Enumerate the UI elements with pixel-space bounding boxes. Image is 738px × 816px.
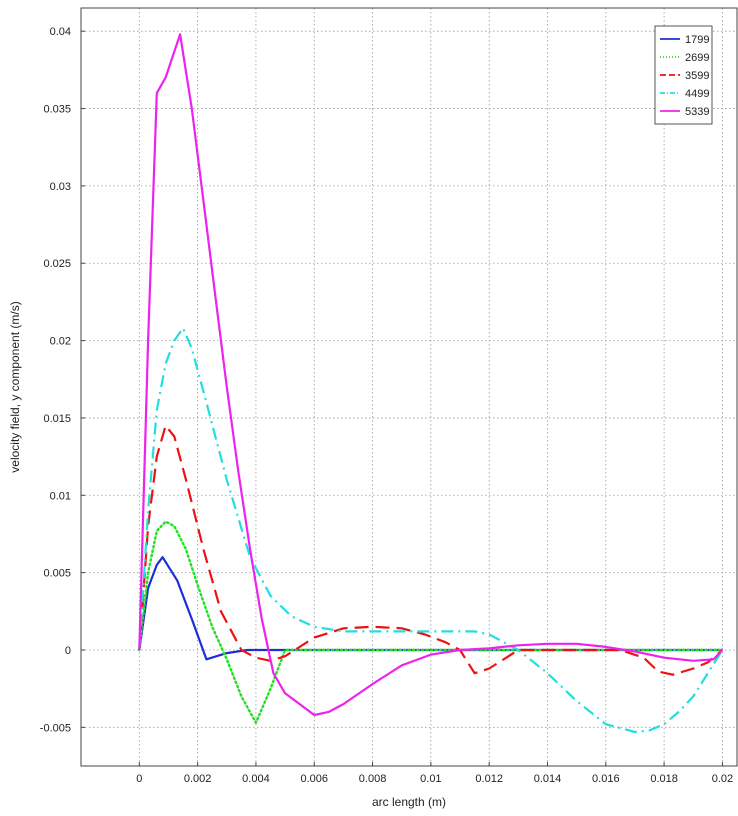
x-tick-label-5: 0.01 <box>420 773 441 785</box>
x-tick-label-0: 0 <box>136 773 142 785</box>
y-tick-label-9: 0.04 <box>50 26 71 38</box>
y-axis-ticks: -0.005 0 0.005 0.01 0.015 0.02 0.025 0.03 0.035 0… <box>40 26 85 734</box>
x-tick-label-3: 0.006 <box>300 773 328 785</box>
x-axis-ticks: 0 0.002 0.004 0.006 0.008 0.01 0.012 0.014 0.016… <box>136 762 733 785</box>
y-tick-label-7: 0.03 <box>50 181 71 193</box>
y-tick-label-2: 0.005 <box>43 568 71 580</box>
x-tick-label-4: 0.008 <box>359 773 387 785</box>
x-tick-label-6: 0.012 <box>475 773 503 785</box>
y-tick-label-1: 0 <box>65 645 71 657</box>
legend-label-4499: 4499 <box>685 88 709 100</box>
x-axis-label: arc length (m) <box>372 795 446 809</box>
legend-label-5339: 5339 <box>685 106 709 118</box>
x-tick-label-8: 0.016 <box>592 773 620 785</box>
legend: 1799 2699 3599 4499 5339 <box>654 25 713 125</box>
x-tick-label-2: 0.004 <box>242 773 270 785</box>
y-tick-label-8: 0.035 <box>43 104 71 116</box>
y-tick-label-5: 0.02 <box>50 336 71 348</box>
x-tick-label-9: 0.018 <box>650 773 678 785</box>
legend-label-3599: 3599 <box>685 70 709 82</box>
legend-label-2699: 2699 <box>685 52 709 64</box>
series-line-3599 <box>138 424 724 676</box>
x-tick-label-1: 0.002 <box>184 773 212 785</box>
y-axis-label: velocity field, y component (m/s) <box>8 301 22 472</box>
plot-frame <box>80 7 738 767</box>
y-tick-label-4: 0.015 <box>43 413 71 425</box>
y-tick-label-0: -0.005 <box>40 722 71 734</box>
legend-label-1799: 1799 <box>685 34 709 46</box>
x-tick-label-7: 0.014 <box>534 773 562 785</box>
series-layer <box>138 33 724 734</box>
series-line-5339 <box>138 33 724 717</box>
y-tick-label-6: 0.025 <box>43 258 71 270</box>
x-tick-label-10: 0.02 <box>712 773 733 785</box>
y-tick-label-3: 0.01 <box>50 490 71 502</box>
